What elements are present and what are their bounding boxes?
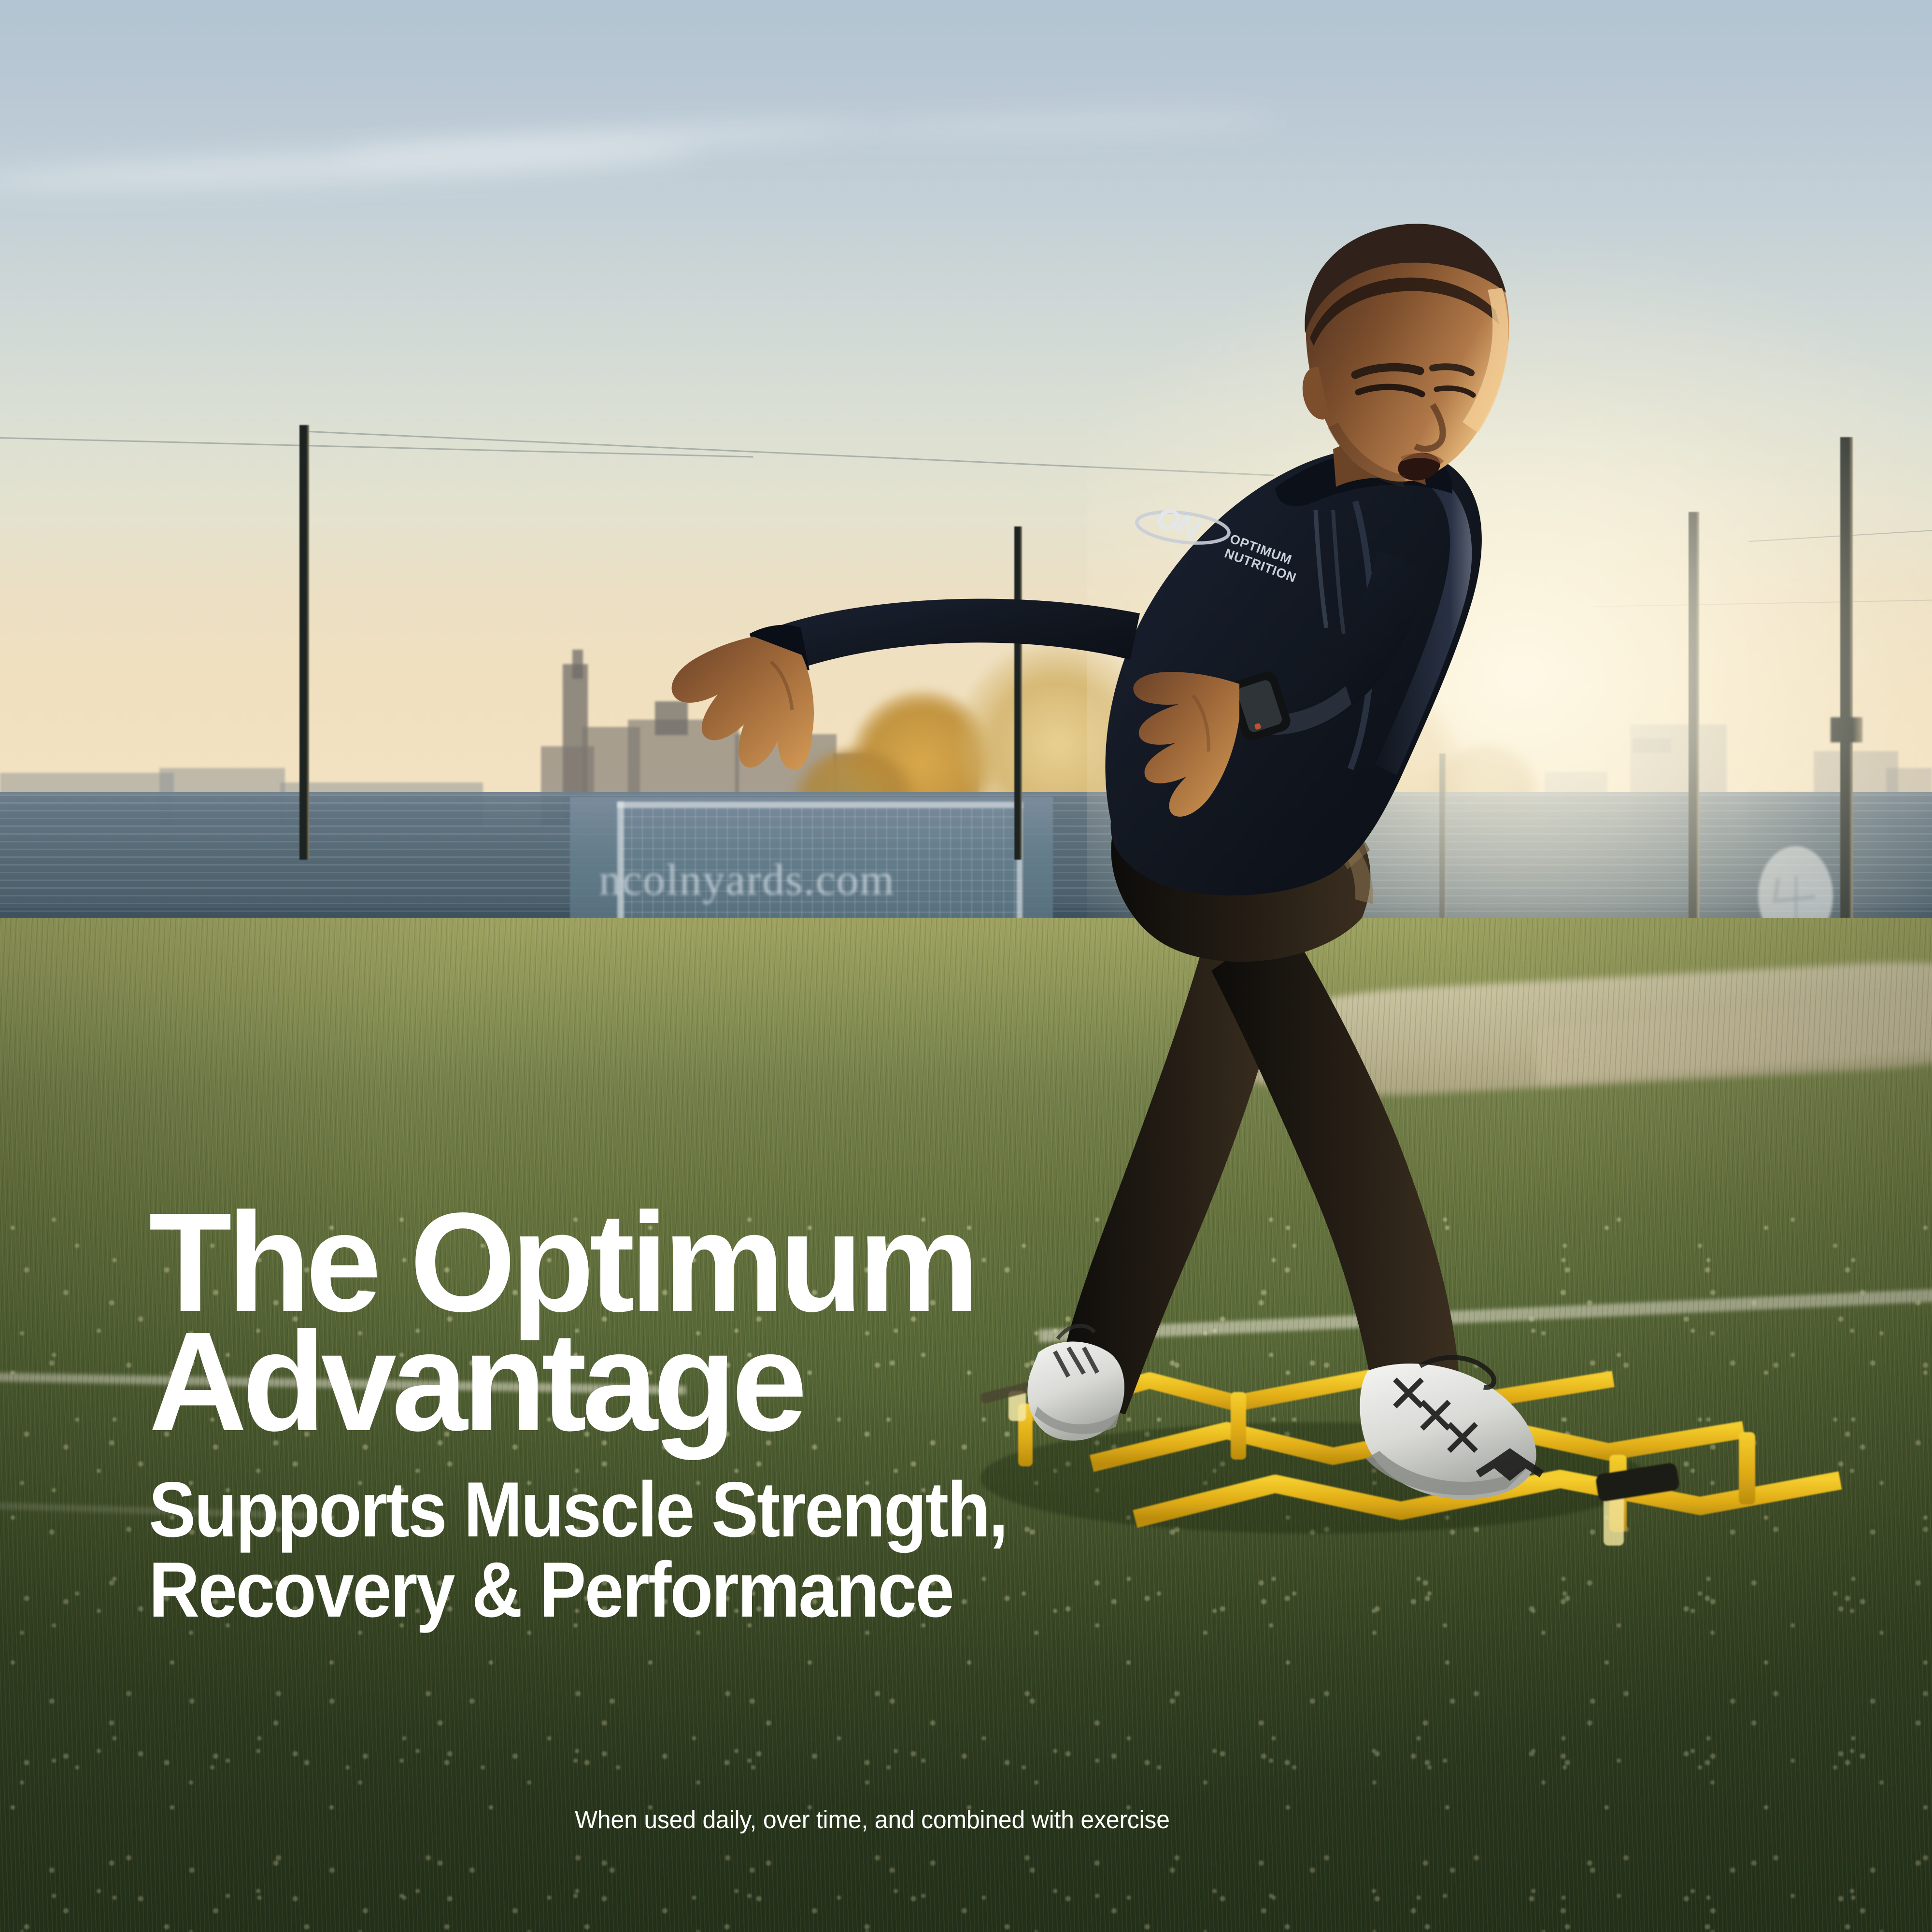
disclaimer-text: When used daily, over time, and combined… xyxy=(575,1806,1170,1834)
net-pole xyxy=(1840,437,1853,937)
page-title: The Optimum Advantage xyxy=(149,1183,979,1460)
net-pole xyxy=(1689,512,1699,937)
banner-url-text: ncolnyards.com xyxy=(599,855,895,904)
utility-pole xyxy=(299,425,309,860)
pole-bracket xyxy=(1831,717,1862,742)
net-pole xyxy=(1439,753,1446,937)
skyscraper-top xyxy=(1633,738,1671,753)
sponsor-banner xyxy=(570,797,1053,937)
subheading: Supports Muscle Strength, Recovery & Per… xyxy=(149,1466,1008,1634)
ad-copy-block: The Optimum Advantage Supports Muscle St… xyxy=(149,1183,1598,1634)
smokestack-cap xyxy=(572,650,583,679)
soccer-goal-net xyxy=(621,808,1022,934)
building-tower xyxy=(655,701,688,735)
goal-post xyxy=(617,802,624,937)
net-pole xyxy=(1014,526,1022,860)
goal-crossbar xyxy=(617,802,1023,808)
turf-infill-specks xyxy=(0,1208,1932,1932)
